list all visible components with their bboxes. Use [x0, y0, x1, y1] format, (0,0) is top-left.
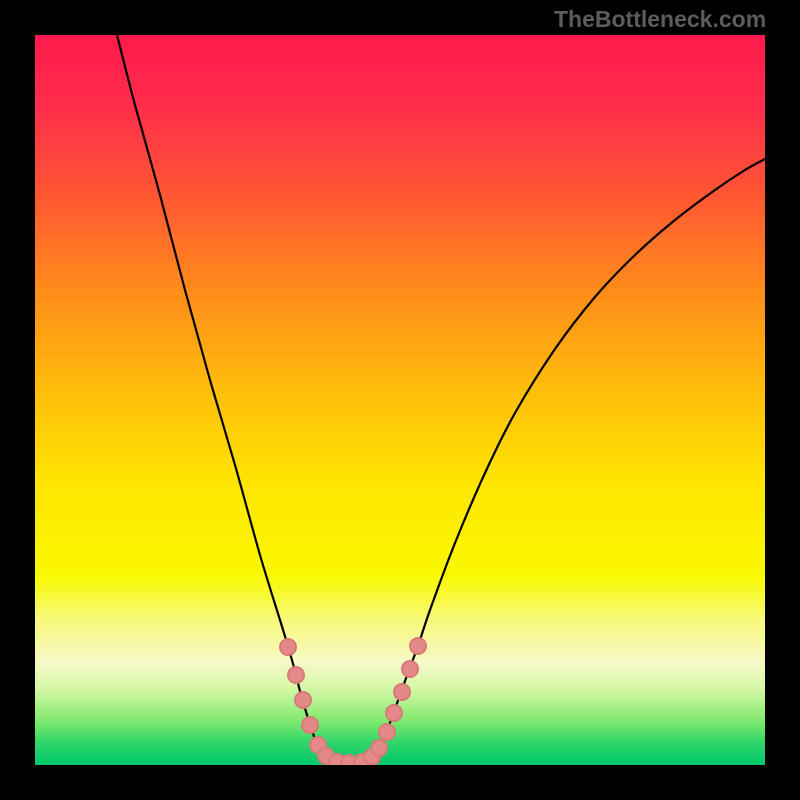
marker-point	[386, 705, 402, 721]
marker-point	[410, 638, 426, 654]
marker-point	[288, 667, 304, 683]
marker-point	[394, 684, 410, 700]
marker-point	[402, 661, 418, 677]
chart-stage: TheBottleneck.com	[0, 0, 800, 800]
gradient-background	[35, 35, 765, 765]
marker-point	[280, 639, 296, 655]
plot-area	[35, 35, 765, 765]
marker-point	[371, 740, 387, 756]
marker-point	[295, 692, 311, 708]
plot-svg	[35, 35, 765, 765]
marker-point	[302, 717, 318, 733]
watermark-text: TheBottleneck.com	[554, 6, 766, 33]
marker-point	[379, 724, 395, 740]
